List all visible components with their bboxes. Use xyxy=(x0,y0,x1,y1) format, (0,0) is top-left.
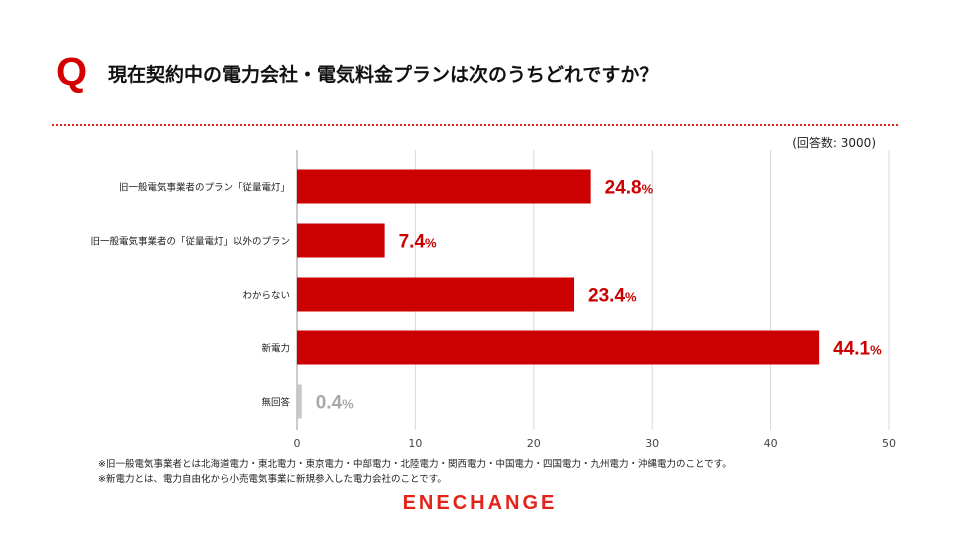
category-label: 旧一般電気事業者の「従量電灯」以外のプラン xyxy=(90,236,290,248)
question-mark-q: Q xyxy=(56,50,88,94)
x-tick-label: 40 xyxy=(764,437,778,450)
category-label: わからない xyxy=(242,291,290,302)
category-label: 無回答 xyxy=(261,397,290,409)
x-tick-label: 10 xyxy=(408,437,422,450)
x-tick-label: 50 xyxy=(882,437,896,450)
data-label: 44.1% xyxy=(833,339,882,360)
category-label: 旧一般電気事業者のプラン「従量電灯」 xyxy=(119,182,290,194)
data-label: 7.4% xyxy=(399,232,437,253)
x-tick-label: 0 xyxy=(294,437,301,450)
x-tick-label: 30 xyxy=(645,437,659,450)
bar xyxy=(297,277,575,312)
data-label: 0.4% xyxy=(316,393,354,414)
footnote-2: ※新電力とは、電力自由化から小売電気事業に新規参入した電力会社のことです。 xyxy=(98,474,447,485)
bar xyxy=(297,223,385,258)
sample-size-note: (回答数: 3000) xyxy=(792,136,876,150)
data-label: 23.4% xyxy=(588,286,637,307)
dotted-divider xyxy=(52,124,898,126)
question-title: 現在契約中の電力会社・電気料金プランは次のうちどれですか？ xyxy=(108,64,659,86)
data-label-suffix: % xyxy=(642,182,654,197)
enechange-logo: ENECHANGE xyxy=(402,492,558,514)
data-label: 24.8% xyxy=(605,178,654,199)
data-label-suffix: % xyxy=(870,343,882,358)
category-label: 新電力 xyxy=(261,343,290,355)
footnote-1: ※旧一般電気事業者とは北海道電力・東北電力・東京電力・中部電力・北陸電力・関西電… xyxy=(98,459,732,470)
data-label-suffix: % xyxy=(625,290,637,305)
data-label-suffix: % xyxy=(342,397,354,412)
bar xyxy=(297,384,302,419)
footnotes: ※旧一般電気事業者とは北海道電力・東北電力・東京電力・中部電力・北陸電力・関西電… xyxy=(98,457,732,487)
x-tick-label: 20 xyxy=(527,437,541,450)
bar xyxy=(297,330,820,365)
bar xyxy=(297,169,591,204)
data-label-suffix: % xyxy=(425,236,437,251)
